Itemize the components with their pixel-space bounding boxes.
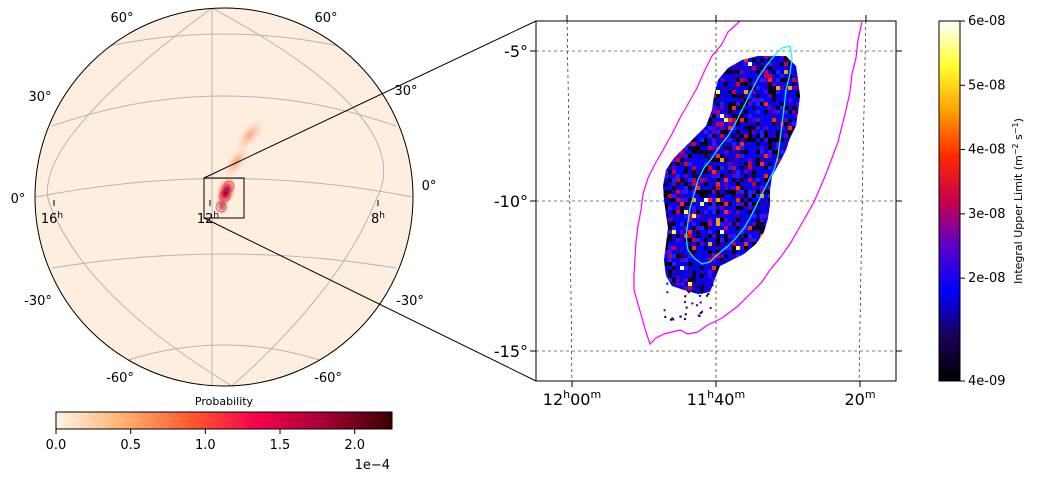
lat-label: 60° — [314, 11, 337, 26]
upper-limit-colorbar — [938, 20, 961, 382]
prob-colorbar — [55, 411, 393, 430]
y-tick-label: -15° — [494, 342, 528, 361]
lat-label: -30° — [396, 294, 424, 309]
globe-outline — [34, 7, 414, 387]
ul-tick-label: 5e-08 — [968, 78, 1006, 93]
lat-label: 30° — [28, 90, 51, 105]
upper-limit-colorbar-label: Integral Upper Limit (m−2 s−1) — [1011, 118, 1025, 284]
zoom-grid — [536, 21, 896, 381]
zoom-box — [203, 177, 245, 219]
zoom-connector — [203, 20, 537, 179]
ra-label: 12h — [197, 211, 219, 227]
ul-tick-label: 2e-08 — [968, 271, 1006, 286]
ul-tick-label: 4e-08 — [968, 143, 1006, 158]
cyan-contour — [685, 45, 793, 265]
x-tick-label: 11h40m — [687, 388, 745, 409]
ul-tick-label: 3e-08 — [968, 207, 1006, 222]
lat-label: -60° — [314, 371, 342, 386]
globe-panel: 60° 60° 30° 30° 0° 0° -30° -30° -60° -60… — [11, 7, 437, 473]
prob-colorbar-ticks: 0.0 0.5 1.0 1.5 2.0 — [46, 429, 365, 453]
prob-tick-label: 2.0 — [344, 438, 365, 453]
prob-tick-label: 1.0 — [195, 438, 216, 453]
probability-map — [215, 118, 265, 215]
zoom-connector — [203, 217, 537, 382]
upper-limit-colorbar-group: 6e-08 5e-08 4e-08 3e-08 2e-08 4e-09 Integral … — [938, 14, 1025, 389]
prob-tick-label: 0.0 — [46, 438, 67, 453]
lat-label: 60° — [110, 11, 133, 26]
y-tick-label: -5° — [504, 42, 528, 61]
zoom-panel: -5° -10° -15° 12h00m 11h40m 20m — [494, 15, 902, 409]
lat-label: -30° — [24, 294, 52, 309]
ra-label: 16h — [41, 211, 63, 227]
prob-tick-label: 0.5 — [120, 438, 141, 453]
lat-label: 30° — [394, 84, 417, 99]
ul-tick-label: 4e-09 — [968, 374, 1006, 389]
ul-tick-label: 6e-08 — [968, 14, 1006, 29]
ra-label: 8h — [371, 211, 385, 227]
prob-colorbar-label: Probability — [195, 395, 254, 408]
x-tick-label: 20m — [844, 388, 875, 409]
lat-label: 0° — [11, 192, 26, 207]
lat-label: 0° — [422, 179, 437, 194]
x-tick-label: 12h00m — [543, 388, 601, 409]
lat-label: -60° — [106, 371, 134, 386]
upper-limit-colorbar-ticks: 6e-08 5e-08 4e-08 3e-08 2e-08 4e-09 — [960, 14, 1006, 389]
y-tick-label: -10° — [494, 192, 528, 211]
magenta-contour — [633, 21, 863, 346]
prob-colorbar-offset: 1e−4 — [355, 458, 390, 473]
prob-tick-label: 1.5 — [270, 438, 291, 453]
